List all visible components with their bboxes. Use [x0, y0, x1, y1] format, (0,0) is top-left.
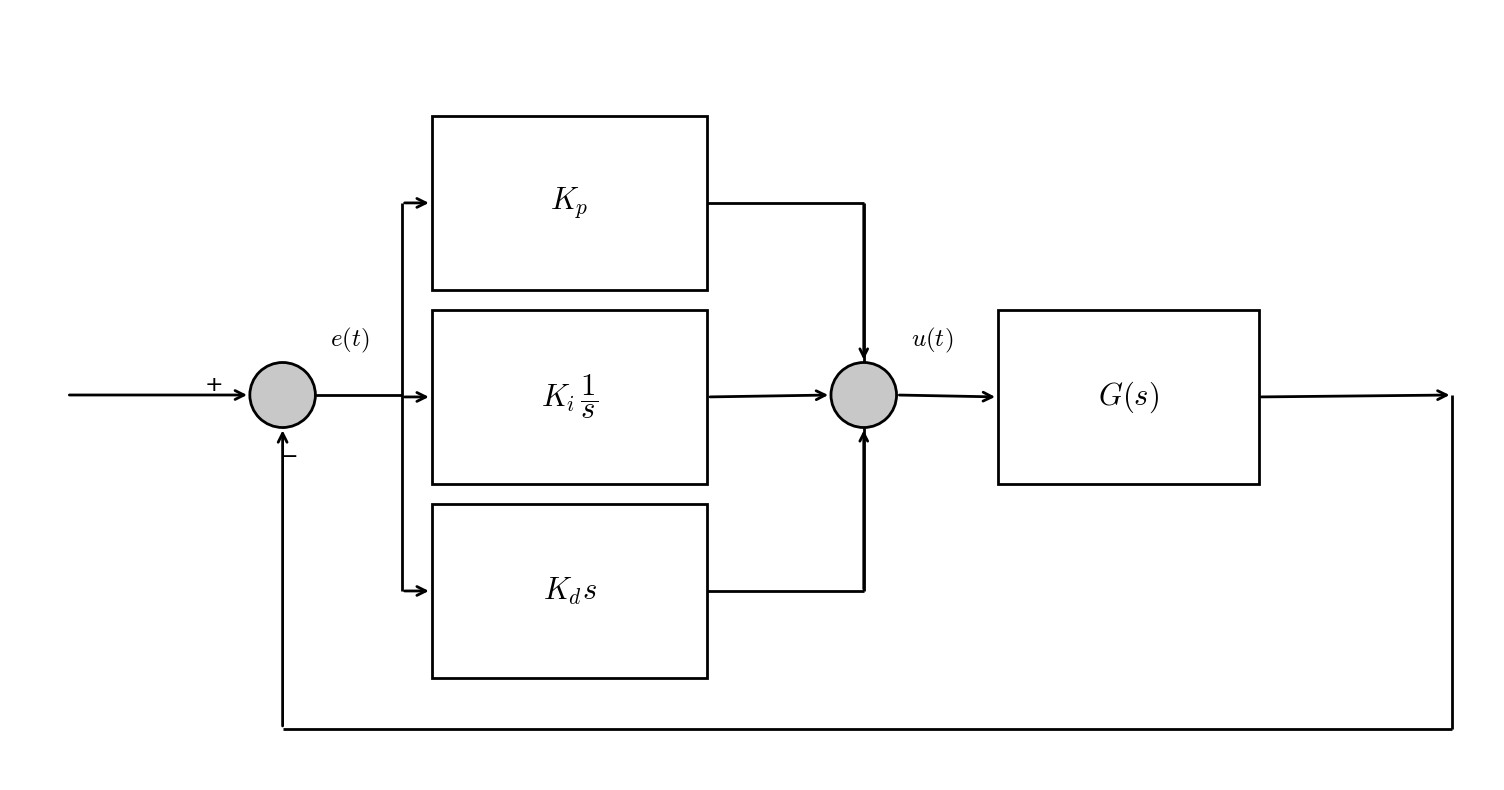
Bar	[432, 504, 707, 679]
Text: $K_p$: $K_p$	[550, 186, 588, 220]
Ellipse shape	[250, 363, 316, 427]
Text: $u(t)$: $u(t)$	[911, 325, 954, 355]
Text: $G(s)$: $G(s)$	[1098, 379, 1158, 415]
Bar	[997, 310, 1259, 484]
Text: +: +	[205, 375, 223, 395]
Bar	[432, 115, 707, 290]
Text: $K_d s$: $K_d s$	[543, 575, 597, 607]
Text: $K_i\,\dfrac{1}{s}$: $K_i\,\dfrac{1}{s}$	[541, 373, 599, 421]
Text: −: −	[280, 447, 298, 467]
Ellipse shape	[832, 363, 896, 427]
Bar	[432, 310, 707, 484]
Text: $e(t)$: $e(t)$	[331, 325, 370, 355]
